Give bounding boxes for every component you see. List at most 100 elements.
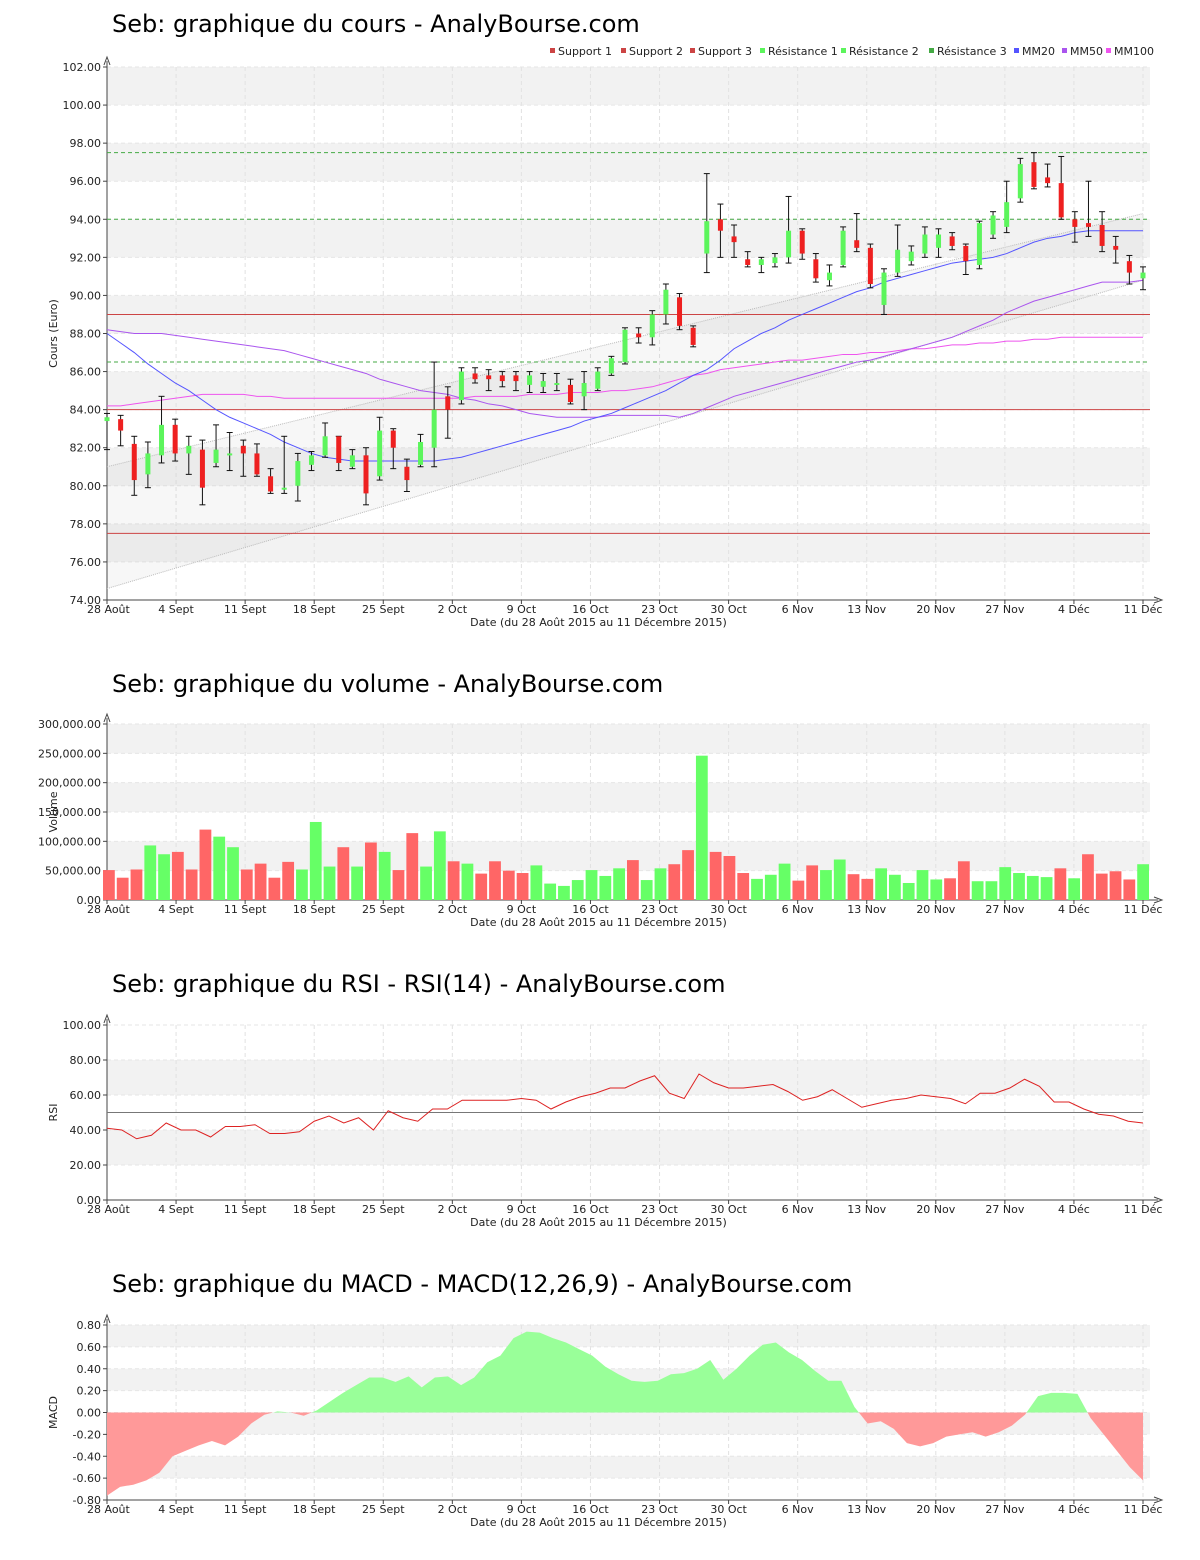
y-tick-label: 80.00 bbox=[70, 1054, 102, 1067]
x-tick-label: 20 Nov bbox=[916, 903, 955, 916]
x-tick-label: 13 Nov bbox=[847, 903, 886, 916]
candle bbox=[131, 435, 138, 496]
candle bbox=[553, 372, 560, 392]
candle bbox=[1044, 163, 1051, 188]
y-tick-label: 88.00 bbox=[70, 328, 102, 341]
y-tick-label: 74.00 bbox=[70, 594, 102, 607]
volume-bar bbox=[213, 836, 226, 900]
candle-body bbox=[963, 245, 969, 262]
candle-body bbox=[1058, 183, 1064, 218]
x-tick-label: 9 Oct bbox=[507, 603, 537, 616]
candle bbox=[826, 264, 833, 287]
rsi-line bbox=[106, 1073, 1144, 1140]
candle-body bbox=[854, 240, 860, 248]
volume-bar bbox=[709, 851, 722, 900]
x-tick-label: 28 Août bbox=[87, 903, 131, 916]
candle-body bbox=[1017, 164, 1023, 199]
candle bbox=[485, 369, 492, 392]
legend-label: MM50 bbox=[1070, 45, 1103, 58]
candle-body bbox=[159, 424, 165, 456]
x-tick-label: 4 Déc bbox=[1058, 1503, 1090, 1516]
candle bbox=[676, 293, 683, 331]
candle bbox=[294, 452, 301, 502]
y-tick-label: 0.00 bbox=[77, 894, 102, 907]
candle bbox=[771, 253, 778, 268]
candle-body bbox=[772, 257, 778, 264]
volume-bar bbox=[571, 880, 584, 900]
volume-bar bbox=[847, 874, 860, 900]
volume-bar bbox=[627, 860, 639, 900]
y-tick-label: 0.00 bbox=[77, 1407, 102, 1420]
candle bbox=[703, 173, 710, 274]
volume-bar bbox=[723, 856, 736, 900]
candle-body bbox=[731, 236, 737, 243]
volume-bar bbox=[751, 878, 763, 900]
candle-body bbox=[281, 487, 287, 490]
volume-bar bbox=[502, 870, 515, 900]
y-tick-label: 200,000.00 bbox=[38, 777, 101, 790]
y-tick-label: 0.20 bbox=[77, 1385, 102, 1398]
legend-label: Résistance 3 bbox=[937, 45, 1007, 58]
macd-chart: -0.80 -0.60 -0.40 -0.20 0.00 0.20 0.40 0.60 0.80… bbox=[47, 1313, 1164, 1529]
volume-bar bbox=[930, 879, 943, 900]
x-tick-label: 4 Sept bbox=[158, 603, 194, 616]
x-axis-arrow bbox=[1153, 896, 1164, 904]
volume-bar bbox=[585, 870, 598, 900]
volume-bar bbox=[227, 847, 239, 900]
x-tick-label: 11 Déc bbox=[1124, 1203, 1163, 1216]
volume-bar bbox=[475, 873, 488, 900]
candle bbox=[144, 441, 151, 489]
x-tick-label: 11 Sept bbox=[224, 903, 267, 916]
candle-body bbox=[240, 445, 246, 454]
volume-bar bbox=[144, 845, 157, 900]
candle bbox=[731, 224, 738, 258]
candle-body bbox=[608, 358, 614, 374]
volume-bar bbox=[599, 875, 612, 900]
candle-body bbox=[826, 272, 832, 281]
candle bbox=[1017, 157, 1024, 203]
x-tick-label: 16 Oct bbox=[572, 1203, 609, 1216]
volume-bar bbox=[130, 869, 143, 900]
x-tick-label: 25 Sept bbox=[362, 903, 405, 916]
candle-body bbox=[595, 371, 601, 389]
legend-label: MM20 bbox=[1022, 45, 1055, 58]
x-tick-label: 13 Nov bbox=[847, 1503, 886, 1516]
volume-bar bbox=[240, 869, 253, 900]
x-axis-title: Date (du 28 Août 2015 au 11 Décembre 201… bbox=[470, 916, 727, 929]
x-tick-label: 9 Oct bbox=[507, 1203, 537, 1216]
candle-body bbox=[976, 223, 982, 265]
candle-body bbox=[581, 382, 587, 397]
legend-label: Résistance 2 bbox=[849, 45, 919, 58]
candle bbox=[690, 325, 697, 348]
volume-bar bbox=[296, 869, 308, 900]
candle-body bbox=[322, 436, 328, 456]
grid-band bbox=[107, 219, 1150, 258]
x-tick-label: 27 Nov bbox=[985, 1203, 1024, 1216]
candle bbox=[253, 443, 260, 477]
legend-label: Support 1 bbox=[558, 45, 612, 58]
x-tick-label: 20 Nov bbox=[916, 1203, 955, 1216]
candle-body bbox=[799, 230, 805, 254]
candle bbox=[935, 228, 942, 258]
legend-swatch bbox=[929, 48, 934, 53]
volume-bar bbox=[861, 878, 874, 900]
volume-bar bbox=[902, 882, 915, 900]
y-tick-label: 102.00 bbox=[63, 61, 102, 74]
y-tick-label: 40.00 bbox=[70, 1124, 102, 1137]
x-tick-label: 20 Nov bbox=[916, 1503, 955, 1516]
macd-chart-title: Seb: graphique du MACD - MACD(12,26,9) -… bbox=[112, 1270, 853, 1298]
volume-bar bbox=[695, 755, 708, 900]
candle bbox=[1126, 254, 1133, 285]
x-tick-label: 30 Oct bbox=[710, 903, 747, 916]
candle-body bbox=[745, 259, 751, 265]
candle bbox=[799, 228, 806, 260]
x-tick-label: 23 Oct bbox=[641, 1503, 678, 1516]
candle bbox=[921, 226, 928, 258]
volume-bar bbox=[103, 870, 115, 900]
candle bbox=[458, 367, 465, 405]
candle-body bbox=[131, 443, 137, 481]
grid-band bbox=[107, 1456, 1150, 1479]
volume-bar bbox=[433, 831, 446, 900]
mm100-line bbox=[107, 336, 1143, 407]
x-axis-title: Date (du 28 Août 2015 au 11 Décembre 201… bbox=[470, 616, 727, 629]
